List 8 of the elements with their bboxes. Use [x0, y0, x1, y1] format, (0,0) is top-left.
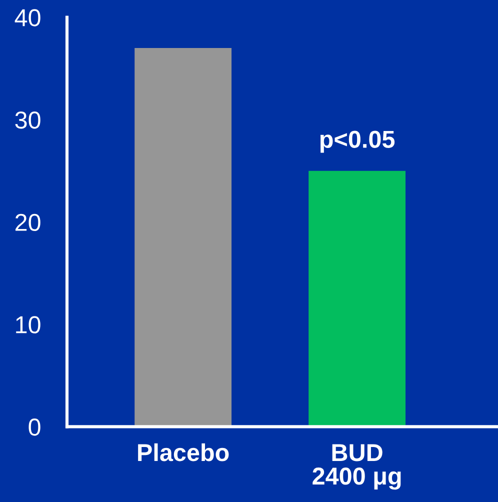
y-tick-label: 30 — [15, 111, 40, 129]
y-tick-label: 20 — [15, 214, 40, 232]
y-tick-label: 10 — [16, 316, 40, 334]
x-tick-label: BUD 2400 μg — [312, 444, 401, 490]
x-tick-label: Placebo — [138, 443, 229, 462]
annotation: p<0.05 — [320, 130, 395, 153]
y-tick-label: 40 — [14, 9, 40, 26]
y-tick-label: 0 — [28, 418, 40, 436]
